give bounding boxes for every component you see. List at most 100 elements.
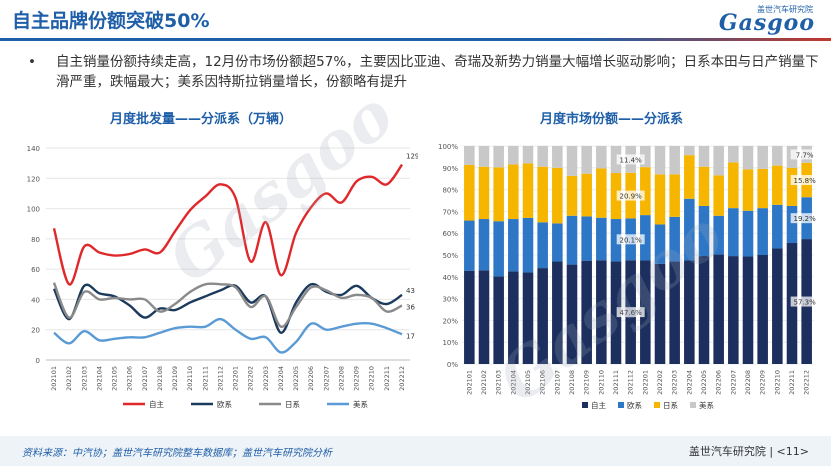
x-tick-label: 202211 [383, 366, 391, 391]
x-tick-label: 202207 [322, 366, 330, 391]
x-tick-label: 202101 [465, 370, 473, 395]
x-tick-label: 202106 [539, 370, 547, 395]
bar-segment [669, 146, 680, 175]
x-tick-label: 202107 [553, 370, 561, 395]
x-tick-label: 202210 [773, 370, 781, 395]
bar-segment [464, 164, 475, 221]
bar-segment [713, 254, 724, 364]
x-tick-label: 202110 [597, 370, 605, 395]
bar-segment [772, 204, 783, 249]
legend-label: 欧系 [217, 399, 232, 409]
page-title: 自主品牌份额突破50% [12, 10, 210, 32]
x-tick-label: 202201 [232, 366, 240, 391]
page-number: 盖世汽车研究院 | <11> [688, 445, 809, 458]
legend-swatch [618, 402, 624, 408]
bar-segment [508, 271, 519, 364]
bar-segment [610, 219, 622, 262]
bar-segment [757, 255, 768, 364]
x-tick-label: 202102 [480, 370, 488, 395]
value-label-bg [790, 175, 819, 186]
bar-value-label: 20.9% [620, 193, 643, 201]
bar-segment [757, 208, 768, 255]
x-tick-label: 202104 [95, 366, 103, 391]
bar-segment [566, 175, 578, 216]
bar-segment [596, 168, 607, 218]
bar-segment [786, 205, 798, 244]
value-label-bg [616, 190, 645, 201]
y-tick-label: 50% [442, 252, 458, 260]
bar-segment [552, 167, 563, 224]
x-tick-label: 202204 [277, 366, 285, 391]
y-tick-label: 20 [31, 327, 40, 335]
bar-segment [464, 270, 475, 364]
bar-segment [786, 167, 798, 206]
bar-segment [684, 146, 695, 156]
bar-segment [654, 263, 666, 364]
bar-segment [552, 223, 563, 262]
summary-text: 自主销量份额持续走高，12月份市场份额超57%，主要因比亚迪、奇瑞及新势力销量大… [56, 54, 819, 90]
value-label-bg [790, 213, 819, 224]
x-tick-label: 202201 [641, 370, 649, 395]
footer-bar [0, 436, 831, 466]
x-tick-label: 202109 [171, 366, 179, 391]
bar-segment [522, 272, 534, 364]
legend-label: 日系 [663, 400, 678, 410]
y-tick-label: 100% [438, 143, 458, 151]
bar-value-label: 11.4% [620, 156, 643, 164]
bar-segment [566, 264, 578, 364]
y-tick-label: 80 [31, 236, 40, 244]
value-label-bg [616, 154, 645, 165]
title-divider [0, 38, 831, 41]
source-note: 资料来源：中汽协；盖世汽车研究院整车数据库；盖世汽车研究院分析 [22, 448, 332, 459]
x-tick-label: 202203 [262, 366, 270, 391]
bar-segment [508, 164, 519, 220]
x-tick-label: 202106 [126, 366, 134, 391]
bar-segment [640, 215, 651, 261]
bar-segment [478, 219, 490, 271]
bar-segment [493, 276, 504, 364]
bar-segment [698, 146, 710, 167]
bar-segment [581, 260, 592, 364]
bar-segment [772, 146, 783, 166]
y-tick-label: 60 [31, 266, 40, 274]
x-tick-label: 202205 [292, 366, 300, 391]
bar-segment [698, 166, 710, 206]
x-tick-label: 202108 [568, 370, 576, 395]
bar-segment [684, 198, 695, 261]
bar-segment [713, 146, 724, 176]
bar-segment [640, 260, 651, 364]
x-tick-label: 202202 [656, 370, 664, 395]
bar-value-label: 15.8% [794, 177, 817, 185]
y-tick-label: 0% [447, 361, 458, 369]
bar-value-label: 47.6% [620, 309, 643, 317]
bar-segment [566, 146, 578, 176]
bar-segment [684, 260, 695, 364]
bar-segment [698, 256, 710, 364]
x-tick-label: 202212 [398, 366, 406, 391]
x-tick-label: 202103 [80, 366, 88, 391]
x-tick-label: 202104 [509, 370, 517, 395]
bar-segment [713, 215, 724, 255]
value-label-bg [616, 307, 645, 318]
value-label-bg [616, 234, 645, 245]
legend-label: 美系 [353, 399, 368, 409]
bar-segment [757, 168, 768, 209]
legend-swatch [654, 402, 660, 408]
bar-segment [581, 146, 592, 174]
series-line-2 [52, 282, 403, 328]
x-tick-label: 202209 [353, 366, 361, 391]
x-tick-label: 202109 [583, 370, 591, 395]
x-tick-label: 202212 [803, 370, 811, 395]
bar-segment [728, 208, 739, 257]
bar-segment [742, 169, 754, 211]
bar-segment [522, 146, 534, 164]
x-tick-label: 202111 [612, 370, 620, 395]
x-tick-label: 202105 [111, 366, 119, 391]
x-tick-label: 202105 [524, 370, 532, 395]
y-tick-label: 40% [442, 274, 458, 282]
end-value-label: 36 [406, 303, 415, 311]
x-tick-label: 202206 [307, 366, 315, 391]
x-tick-label: 202209 [759, 370, 767, 395]
bar-segment [757, 146, 768, 169]
x-tick-label: 202208 [744, 370, 752, 395]
